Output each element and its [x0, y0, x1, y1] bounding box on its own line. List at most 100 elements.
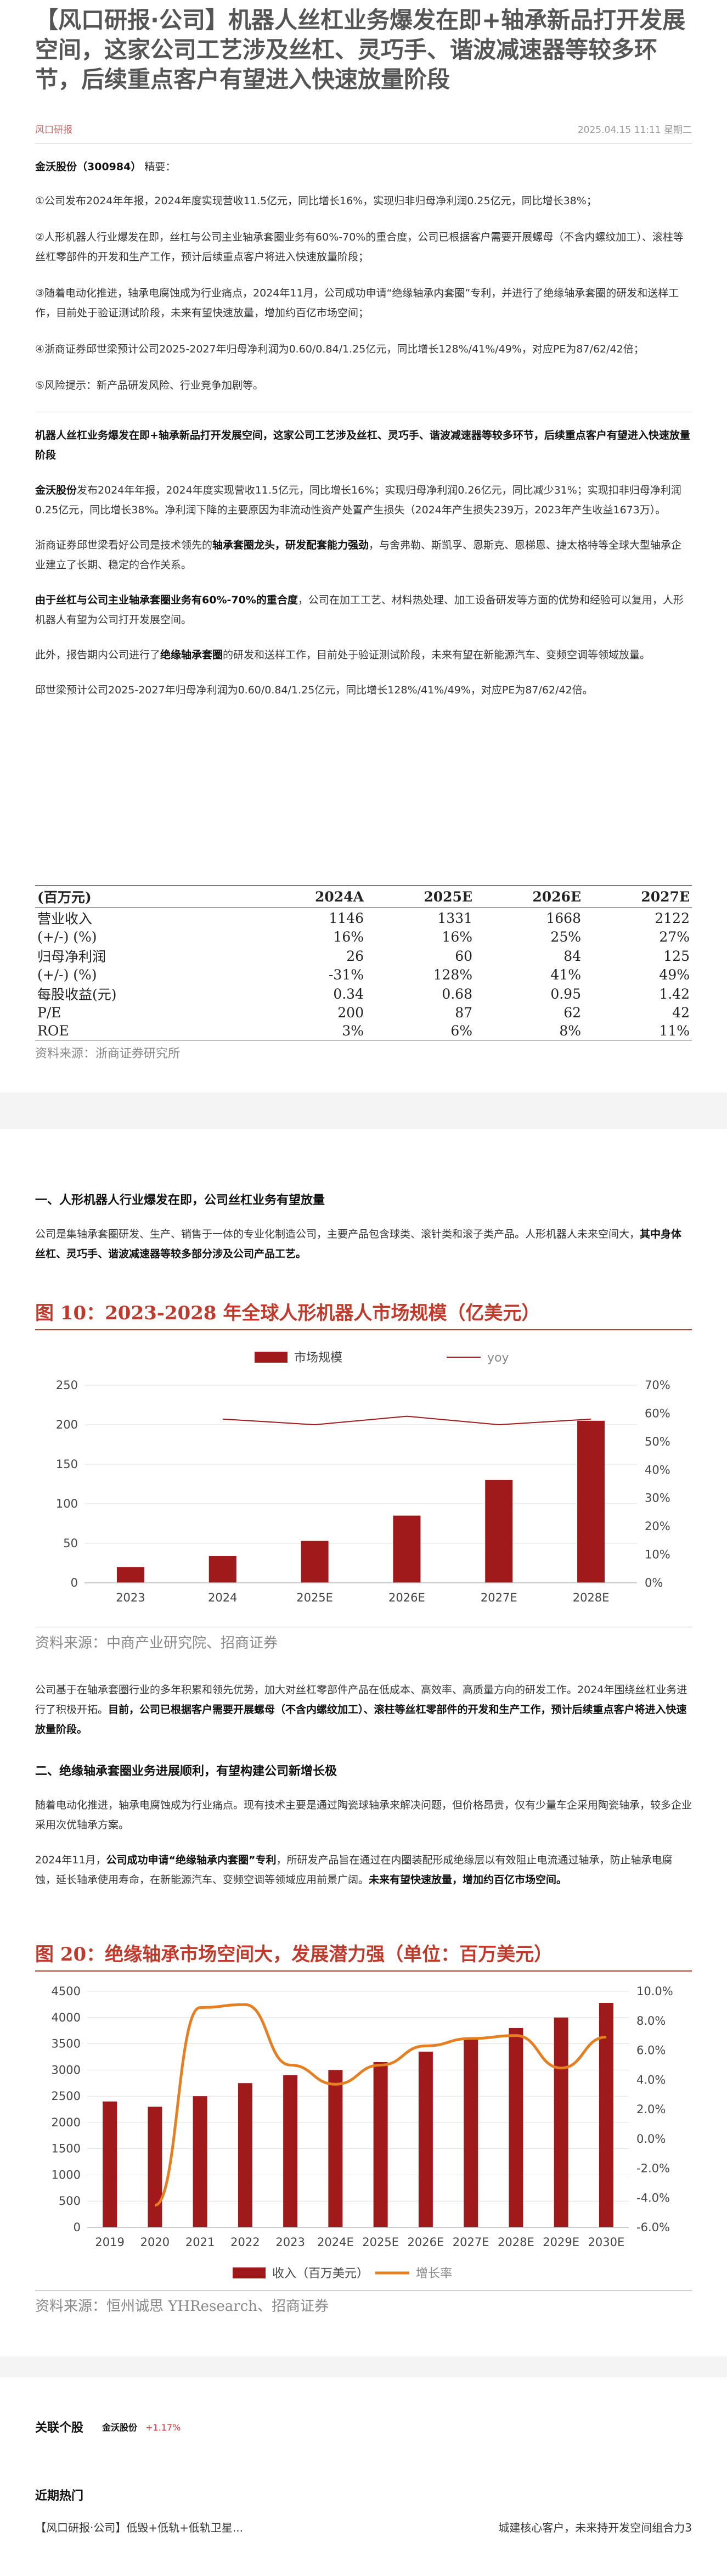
x-tick-label: 2019	[95, 2236, 124, 2249]
y2-tick-label: 40%	[645, 1463, 670, 1476]
table-cell: P/E	[37, 1005, 61, 1021]
legend-label: yoy	[487, 1351, 509, 1365]
table-cell: 6%	[366, 1022, 475, 1040]
financial-table: (百万元) 2024A 2025E 2026E 2027E 营业收入 1146 13…	[35, 885, 692, 1040]
figure-rule	[35, 1329, 692, 1330]
table-cell: ROE	[35, 1022, 257, 1040]
y2-tick-label: 10%	[645, 1548, 670, 1561]
table-cell: (+/-) (%)	[37, 929, 97, 945]
bar	[328, 2070, 343, 2227]
financial-table-block: (百万元) 2024A 2025E 2026E 2027E 营业收入 1146 13…	[35, 885, 692, 1061]
article-title: 【风口研报·公司】机器人丝杠业务爆发在即+轴承新品打开发展空间，这家公司工艺涉及…	[35, 7, 686, 93]
y-tick-label: 3000	[52, 2063, 81, 2076]
x-tick-label: 2021	[185, 2236, 215, 2249]
table-cell: 27%	[659, 929, 690, 945]
paragraph-robot: 公司是集轴承套圈研发、生产、销售于一体的专业化制造公司，主要产品包含球类、滚针类…	[35, 1224, 692, 1264]
paragraph-screw-dev: 公司基于在轴承套圈行业的多年积累和领先优势，加大对丝杠零部件产品在低成本、高效率…	[35, 1680, 692, 1739]
y2-tick-label: 2.0%	[636, 2103, 666, 2116]
figure-10: 图 10：2023-2028 年全球人形机器人市场规模（亿美元） 0 50 100 1…	[35, 1298, 692, 1652]
table-cell: (+/-) (%)	[37, 967, 97, 983]
figure-title: 图 10：2023-2028 年全球人形机器人市场规模（亿美元）	[35, 1302, 540, 1324]
bar	[485, 1480, 513, 1583]
key-point: ⑤风险提示：新产品研发风险、行业竞争加剧等。	[35, 379, 264, 391]
table-cell: 0.68	[442, 985, 472, 1002]
x-tick-label: 2025E	[296, 1591, 333, 1604]
hot-item-title[interactable]: 【风口研报·公司】低毁+低轨+低轨卫星...	[35, 2521, 243, 2534]
key-point: ②人形机器人行业爆发在即，丝杠与公司主业轴承套圈业务有60%-70%的重合度，公…	[35, 231, 684, 263]
bar	[393, 1515, 421, 1583]
table-cell: 2122	[655, 910, 690, 926]
paragraph-text: 公司基于在轴承套圈行业的多年积累和领先优势，加大对丝杠零部件产品在低成本、高效率…	[35, 1684, 687, 1716]
section-industry: 一、人形机器人行业爆发在即，公司丝杠业务有望放量 公司是集轴承套圈研发、生产、销…	[35, 1190, 692, 1264]
paragraph-bold: 由于丝杠与公司主业轴承套圈业务有60%-70%的重合度	[35, 594, 298, 606]
paragraph-bold: 轴承套圈龙头，研发配套能力强劲	[212, 539, 369, 551]
x-tick-label: 2026E	[388, 1591, 425, 1604]
bar	[283, 2075, 298, 2227]
x-tick-label: 2023	[275, 2236, 305, 2249]
y2-tick-label: -4.0%	[636, 2191, 670, 2204]
article-datetime: 2025.04.15 11:11 星期二	[577, 125, 692, 136]
table-cell: 49%	[659, 967, 690, 983]
paragraph-text: 此外，报告期内公司进行了	[35, 649, 161, 661]
table-cell: 归母净利润	[37, 949, 106, 965]
y-tick-label: 0	[71, 1576, 78, 1589]
related-card: 关联个股 金沃股份 +1.17% 近期热门 【风口研报·公司】低毁+低轨+低轨卫…	[0, 2377, 727, 2576]
stock-name: 金沃股份	[102, 2422, 138, 2433]
related-stock-row: 关联个股 金沃股份 +1.17%	[35, 2418, 692, 2435]
section-screw: 公司基于在轴承套圈行业的多年积累和领先优势，加大对丝杠零部件产品在低成本、高效率…	[35, 1680, 692, 1890]
article-meta: 风口研报 2025.04.15 11:11 星期二	[35, 122, 692, 136]
table-header-cell: 2026E	[475, 885, 583, 908]
table-cell: 8%	[475, 1022, 583, 1040]
hot-list-item[interactable]: 【风口研报·公司】低毁+低轨+低轨卫星... 城建核心客户，未来持开发空间组合力…	[35, 2519, 692, 2535]
paragraph-leader: 浙商证券邱世梁看好公司是技术领先的轴承套圈龙头，研发配套能力强劲，与舍弗勒、斯凯…	[35, 535, 692, 575]
table-row: (+/-) (%) 16% 16% 25% 27%	[35, 928, 692, 946]
table-cell: 1146	[329, 910, 364, 926]
table-cell: 每股收益(元)	[37, 987, 117, 1003]
legend-label: 增长率	[416, 2267, 452, 2281]
bar	[418, 2051, 433, 2227]
table-header-cell: (百万元)	[35, 885, 257, 908]
paragraph-bold: 目前，公司已根据客户需要开展螺母（不含内螺纹加工）、滚柱等丝杠零部件的开发和生产…	[35, 1704, 687, 1735]
y2-tick-label: 20%	[645, 1520, 670, 1533]
y2-tick-label: 0%	[645, 1576, 663, 1589]
section-heading: 一、人形机器人行业爆发在即，公司丝杠业务有望放量	[35, 1194, 325, 1207]
y-tick-label: 500	[59, 2194, 81, 2208]
y2-tick-label: 10.0%	[636, 1985, 673, 1998]
key-point: ④浙商证券邱世梁预计公司2025-2027年归母净利润为0.60/0.84/1.…	[35, 343, 644, 355]
x-tick-label: 2024	[208, 1591, 237, 1604]
table-row: 每股收益(元) 0.34 0.68 0.95 1.42	[35, 984, 692, 1004]
legend-label: 市场规模	[294, 1351, 342, 1365]
table-header-row: (百万元) 2024A 2025E 2026E 2027E	[35, 885, 692, 908]
paragraph-text: ，所研发产品旨在通过在内圈装配形成绝缘层以有效阻止电流通过轴承，防止轴承电腐蚀，…	[35, 1854, 673, 1886]
table-cell: 60	[455, 948, 472, 964]
company-intro: 金沃股份（300984） 精要：	[35, 157, 692, 177]
paragraph-screw: 由于丝杠与公司主业轴承套圈业务有60%-70%的重合度，公司在加工工艺、材料热处…	[35, 590, 692, 630]
hot-item-excerpt[interactable]: 城建核心客户，未来持开发空间组合力3	[498, 2521, 692, 2534]
y-tick-label: 1500	[52, 2142, 81, 2155]
stock-tag[interactable]: 金沃股份 +1.17%	[102, 2420, 181, 2433]
company-name: 金沃股份（300984）	[35, 161, 142, 173]
table-cell: 3%	[257, 1022, 366, 1040]
legend-swatch-bar	[255, 1352, 288, 1363]
bar	[599, 2003, 613, 2227]
table-cell: 营业收入	[37, 911, 93, 927]
y-tick-label: 2500	[52, 2090, 81, 2103]
table-cell: 1331	[437, 910, 472, 926]
bar	[148, 2107, 162, 2227]
related-title: 关联个股	[35, 2421, 84, 2435]
related-stocks: 关联个股 金沃股份 +1.17%	[35, 2418, 692, 2435]
table-row: 营业收入 1146 1331 1668 2122	[35, 908, 692, 928]
chart-insulated-bearing: 0 500 1000 1500 2000 2500 3000 3500 4000 4500 -6.0…	[52, 1985, 673, 2281]
y2-tick-label: 70%	[645, 1379, 670, 1392]
y-tick-label: 1000	[52, 2168, 81, 2181]
chart-robot-market: 0 50 100 150 200 250 0% 10% 20% 30% 40% 50% 60% 70% 20…	[56, 1351, 670, 1604]
paragraph-bold: 其中身体丝杠、灵巧手、谐波减速器等较多部分涉及公司产品工艺。	[35, 1228, 682, 1260]
x-tick-label: 2030E	[588, 2236, 625, 2249]
bar	[301, 1541, 329, 1583]
bar	[208, 1556, 236, 1583]
y-tick-label: 150	[56, 1458, 78, 1471]
x-tick-label: 2024E	[317, 2236, 354, 2249]
figure-source: 资料来源：恒州诚思 YHResearch、招商证券	[35, 2290, 692, 2315]
y2-tick-label: 0.0%	[636, 2132, 666, 2146]
article-source[interactable]: 风口研报	[35, 125, 72, 136]
